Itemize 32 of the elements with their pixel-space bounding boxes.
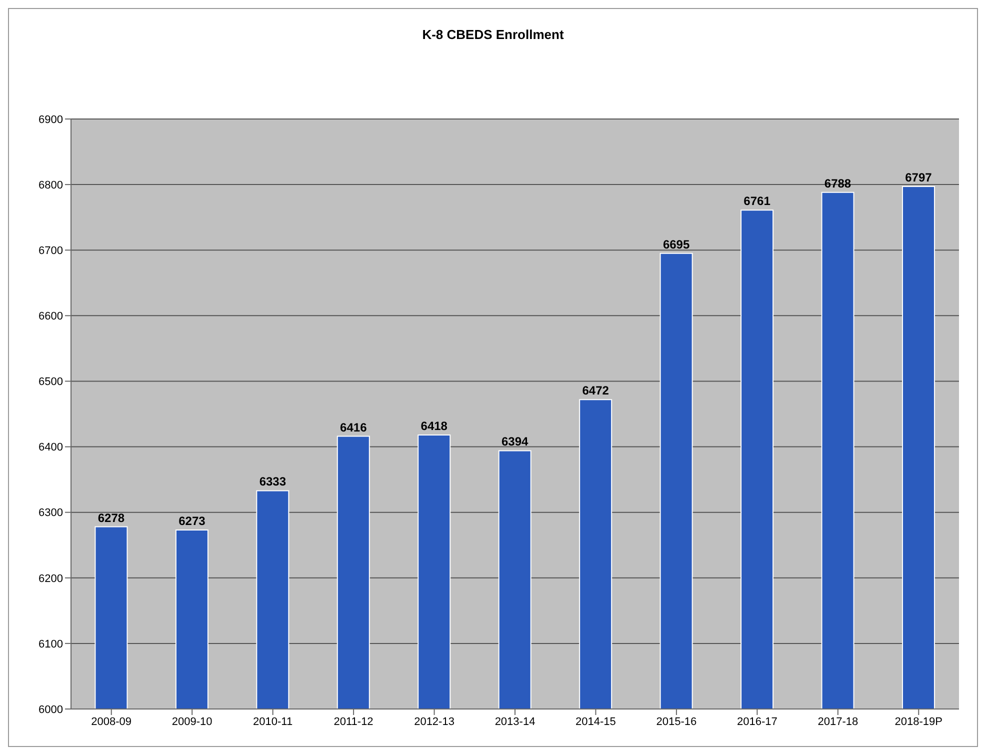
data-label: 6394 [502,434,529,449]
y-tick-label: 6800 [38,179,63,192]
x-tick-label: 2008-09 [91,716,132,728]
y-tick-label: 6200 [38,572,63,585]
y-tick-label: 6500 [38,376,63,388]
y-tick-label: 6100 [38,638,63,650]
data-label: 6761 [744,194,771,208]
x-tick-label: 2011-12 [334,716,374,728]
data-label: 6797 [905,170,932,185]
y-tick-label: 6700 [38,245,63,258]
data-label: 6333 [259,474,286,489]
y-tick-label: 6600 [38,310,63,323]
x-tick-label: 2013-14 [494,716,536,728]
y-tick-label: 6400 [38,442,63,454]
data-label: 6695 [662,237,690,252]
data-label: 6278 [98,510,125,525]
x-tick-label: 2009-10 [172,716,212,728]
y-tick-label: 6900 [38,114,63,126]
data-label: 6472 [582,384,610,398]
x-tick-label: 2010-11 [253,716,293,728]
x-tick-label: 2017-18 [818,716,858,728]
data-label: 6273 [178,514,206,528]
y-tick-label: 6300 [38,507,63,520]
x-tick-label: 2014-15 [576,716,616,728]
x-tick-label: 2015-16 [656,716,697,728]
data-label: 6416 [340,420,368,434]
chart-title: K-8 CBEDS Enrollment [421,27,565,42]
x-tick-label: 2018-19P [894,716,942,728]
y-tick-label: 6000 [38,704,63,716]
data-label: 6418 [420,418,448,433]
x-tick-label: 2012-13 [414,716,454,728]
x-tick-label: 2016-17 [736,716,778,728]
